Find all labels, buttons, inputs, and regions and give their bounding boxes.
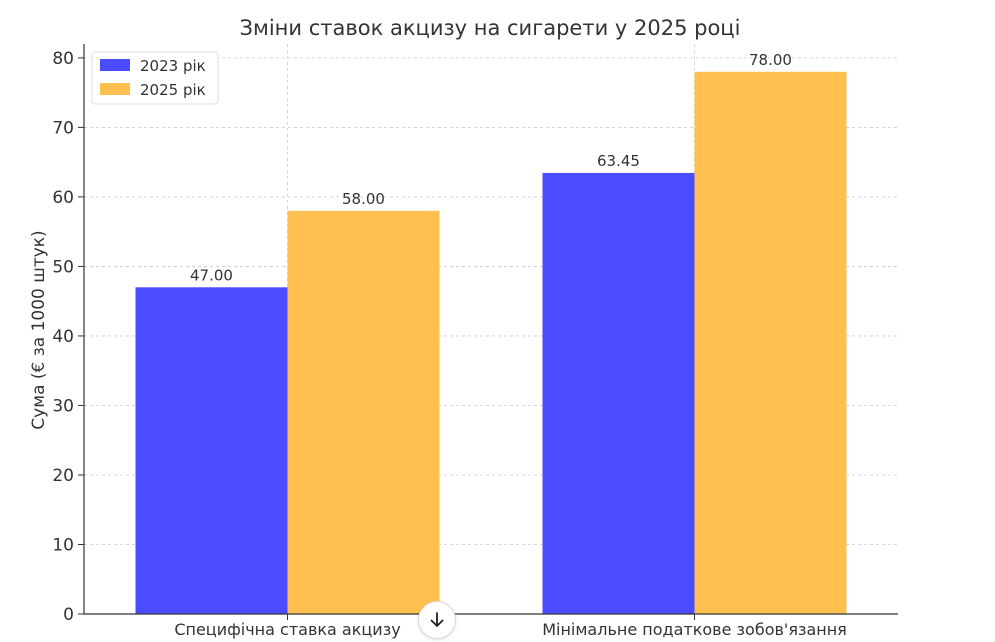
y-axis-label: Сума (€ за 1000 штук): [29, 230, 49, 429]
chart-title: Зміни ставок акцизу на сигарети у 2025 р…: [240, 16, 741, 40]
y-tick-label: 80: [52, 49, 74, 69]
legend-label: 2025 рік: [140, 81, 206, 99]
legend-swatch: [100, 83, 130, 95]
y-tick-label: 10: [52, 535, 74, 555]
y-tick-label: 40: [52, 327, 74, 347]
arrow-down-icon: [430, 612, 444, 627]
data-label: 78.00: [749, 51, 792, 69]
labels: 0 10 20 30 40 50 60 70 80 47.00 58.00 Специфічна ст…: [52, 49, 846, 639]
scroll-down-button[interactable]: [418, 601, 456, 639]
y-tick-label: 60: [52, 188, 74, 208]
data-label: 47.00: [190, 266, 233, 284]
y-tick-label: 70: [52, 118, 74, 138]
y-tick-label: 30: [52, 396, 74, 416]
bar: [287, 210, 440, 614]
bar: [542, 172, 695, 614]
y-tick-label: 50: [52, 257, 74, 277]
y-tick-label: 0: [63, 605, 74, 625]
legend-label: 2023 рік: [140, 57, 206, 75]
axes: [78, 44, 898, 620]
bar: [694, 71, 847, 615]
bars: [135, 71, 847, 615]
y-tick-label: 20: [52, 466, 74, 486]
legend: 2023 рік 2025 рік: [91, 51, 219, 105]
x-tick-label: Мінімальне податкове зобов'язання: [542, 620, 847, 639]
data-label: 58.00: [342, 190, 385, 208]
bar: [135, 287, 288, 614]
data-label: 63.45: [597, 152, 640, 170]
legend-swatch: [100, 59, 130, 71]
x-tick-label: Специфічна ставка акцизу: [174, 620, 400, 639]
